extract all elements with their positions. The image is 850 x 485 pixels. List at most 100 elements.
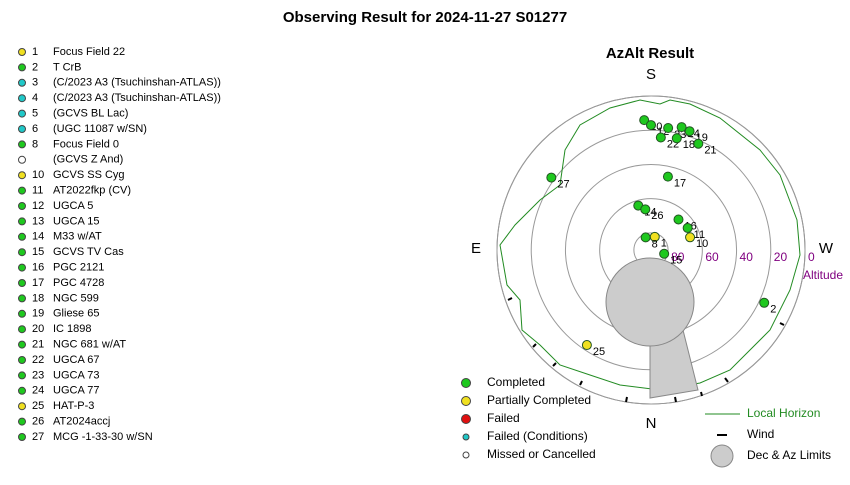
target-point — [581, 340, 592, 351]
target-name: MCG -1-33-30 w/SN — [53, 431, 153, 443]
target-point — [659, 248, 670, 259]
status-dot — [18, 325, 26, 334]
point-label: 15 — [670, 255, 682, 267]
legend-label: Completed — [487, 375, 545, 389]
target-number: 13 — [32, 215, 44, 227]
status-dot — [18, 63, 26, 72]
local-horizon — [499, 99, 801, 391]
target-name: (C/2023 A3 (Tsuchinshan-ATLAS)) — [53, 92, 221, 104]
point-label: 18 — [683, 139, 695, 151]
target-name: Focus Field 22 — [53, 46, 125, 58]
target-point — [673, 214, 684, 225]
target-point — [676, 122, 687, 133]
point-label: 27 — [557, 178, 569, 190]
target-name: M33 w/AT — [53, 231, 102, 243]
target-point — [682, 222, 693, 233]
target-point — [546, 172, 557, 183]
status-dot — [18, 171, 26, 180]
status-dot — [18, 402, 26, 411]
target-name: UGCA 15 — [53, 215, 99, 227]
target-point — [640, 232, 651, 243]
status-dot — [18, 248, 26, 257]
target-number: 8 — [32, 138, 38, 150]
target-number: 25 — [32, 400, 44, 412]
target-point — [684, 126, 695, 137]
legend-label: Dec & Az Limits — [747, 448, 831, 462]
target-point — [685, 232, 696, 243]
target-name: UGCA 77 — [53, 385, 99, 397]
target-name: UGCA 67 — [53, 354, 99, 366]
target-number: 12 — [32, 200, 44, 212]
target-name: Focus Field 0 — [53, 138, 119, 150]
target-name: NGC 599 — [53, 292, 99, 304]
target-name: (GCVS Z And) — [53, 154, 123, 166]
target-number: 11 — [32, 185, 43, 197]
altitude-tick-label: 40 — [740, 250, 754, 264]
legend-dot — [462, 451, 470, 459]
status-dot — [18, 279, 26, 287]
target-name: AT2024accj — [53, 416, 110, 428]
target-point — [640, 204, 651, 215]
altitude-axis-label: Altitude — [803, 268, 843, 282]
status-dot — [18, 202, 26, 210]
status-dot — [18, 371, 26, 380]
point-label: 1 — [661, 238, 667, 250]
status-dot — [18, 232, 26, 241]
point-label: 21 — [704, 145, 716, 157]
legend-dot — [461, 414, 471, 424]
status-dot — [18, 217, 26, 226]
point-label: 8 — [652, 238, 658, 250]
legend-label: Wind — [747, 427, 774, 441]
status-dot — [18, 386, 26, 395]
target-number: 16 — [32, 262, 44, 274]
target-number: 17 — [32, 277, 44, 289]
target-number: 19 — [32, 308, 44, 320]
limits-legend-symbol — [710, 444, 734, 468]
target-name: NGC 681 w/AT — [53, 339, 126, 351]
limit-circle — [605, 257, 695, 347]
target-number: 15 — [32, 246, 44, 258]
target-number: 24 — [32, 385, 44, 397]
target-point — [759, 297, 770, 308]
point-label: 26 — [651, 210, 663, 222]
target-number: 5 — [32, 108, 38, 120]
legend-dot — [462, 433, 470, 441]
direction-label: N — [646, 415, 657, 432]
target-number: 26 — [32, 416, 44, 428]
target-name: IC 1898 — [53, 323, 92, 335]
point-label: 11 — [694, 229, 705, 241]
target-name: GCVS TV Cas — [53, 246, 124, 258]
target-number: 23 — [32, 369, 44, 381]
status-dot — [18, 294, 26, 303]
target-name: (UGC 11087 w/SN) — [53, 123, 147, 135]
status-dot — [18, 125, 26, 133]
target-number: 21 — [32, 339, 44, 351]
legend-label: Failed — [487, 411, 520, 425]
altitude-tick-label: 80 — [671, 250, 685, 264]
status-dot — [18, 340, 26, 349]
target-point — [662, 171, 673, 182]
direction-label: S — [646, 66, 656, 83]
legend-label: Failed (Conditions) — [487, 429, 588, 443]
status-dot — [18, 140, 26, 149]
wind-ticks — [507, 297, 785, 403]
target-number: 27 — [32, 431, 44, 443]
altitude-tick-label: 0 — [808, 250, 815, 264]
target-name: PGC 4728 — [53, 277, 104, 289]
target-number: 1 — [32, 46, 38, 58]
target-point — [655, 132, 666, 143]
altitude-tick-label: 20 — [774, 250, 788, 264]
status-dot — [18, 78, 26, 87]
status-dot — [18, 433, 26, 441]
status-dot — [18, 48, 26, 56]
target-point — [671, 133, 682, 144]
target-name: (GCVS BL Lac) — [53, 108, 128, 120]
target-name: PGC 2121 — [53, 262, 104, 274]
target-name: Gliese 65 — [53, 308, 99, 320]
status-dot — [18, 417, 26, 426]
target-name: UGCA 5 — [53, 200, 93, 212]
status-dot — [18, 155, 26, 164]
status-dot — [18, 94, 26, 103]
target-point — [663, 122, 674, 133]
